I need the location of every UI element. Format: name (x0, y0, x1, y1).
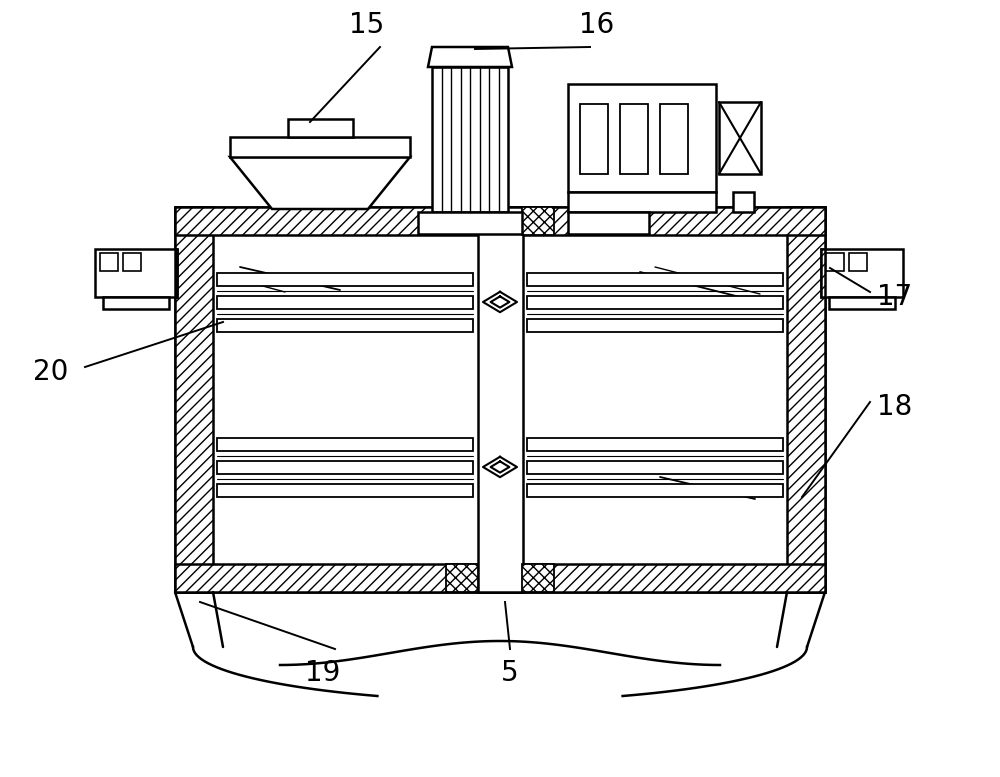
Bar (527, 483, 783, 497)
Bar (580, 104, 608, 174)
Bar (568, 192, 716, 212)
Bar (175, 564, 825, 592)
Text: 5: 5 (501, 659, 519, 687)
Bar (432, 67, 508, 212)
Bar (217, 273, 473, 285)
Bar (175, 249, 177, 297)
Bar (527, 437, 783, 451)
Bar (175, 207, 825, 592)
Bar (787, 207, 825, 592)
Bar (95, 249, 177, 297)
Text: 20: 20 (33, 358, 68, 386)
Bar (446, 564, 478, 592)
Bar (217, 295, 473, 308)
Bar (217, 461, 473, 473)
Bar (288, 119, 353, 137)
Text: 15: 15 (349, 11, 385, 39)
Bar (719, 102, 761, 174)
Bar (527, 295, 783, 308)
Bar (100, 253, 118, 271)
Bar (527, 273, 783, 285)
Bar (568, 212, 649, 234)
Text: 16: 16 (579, 11, 615, 39)
Bar (175, 207, 213, 592)
Text: 17: 17 (877, 283, 912, 311)
Bar (829, 297, 895, 309)
Bar (620, 104, 648, 174)
Bar (446, 207, 478, 235)
Bar (103, 297, 169, 309)
Bar (230, 137, 410, 157)
Bar (217, 319, 473, 332)
Bar (478, 207, 523, 592)
Bar (821, 249, 825, 297)
Bar (733, 192, 754, 212)
Bar (821, 249, 903, 297)
Bar (123, 253, 141, 271)
Bar (527, 461, 783, 473)
Polygon shape (230, 157, 410, 209)
Bar (568, 84, 716, 192)
Bar (849, 253, 867, 271)
Bar (522, 207, 554, 235)
Bar (522, 564, 554, 592)
Bar (826, 253, 844, 271)
Bar (527, 319, 783, 332)
Polygon shape (428, 47, 512, 67)
Bar (217, 483, 473, 497)
Bar (418, 212, 522, 234)
Text: 19: 19 (305, 659, 341, 687)
Bar (175, 207, 825, 235)
Bar (217, 437, 473, 451)
Text: 18: 18 (877, 393, 912, 421)
Bar (660, 104, 688, 174)
